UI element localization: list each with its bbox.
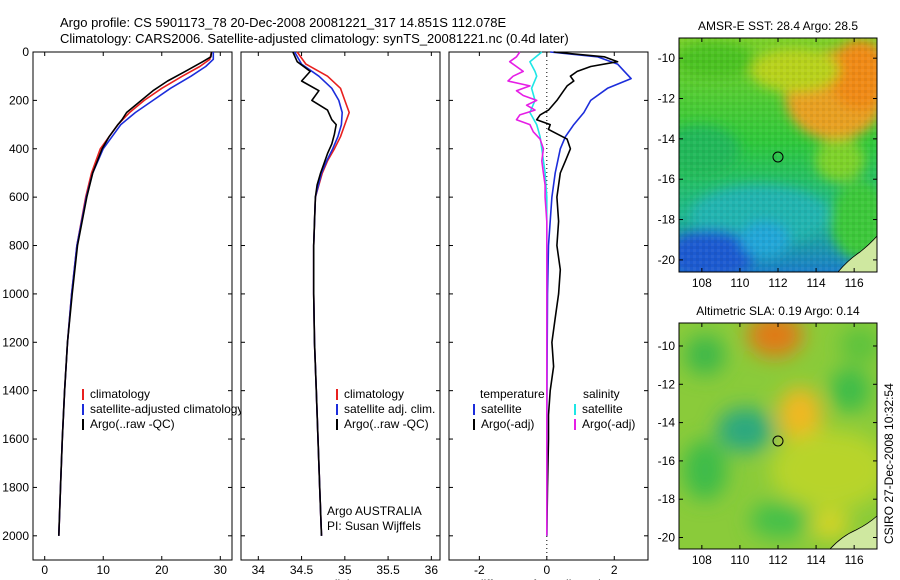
map-y-tick-label: -16 [658, 454, 676, 468]
legend-label: Argo(..raw -QC) [344, 417, 429, 431]
legend-label: Argo(-adj) [481, 417, 534, 431]
map-y-tick-label: -12 [658, 92, 676, 106]
map-x-tick-label: 110 [730, 276, 749, 290]
map-x-tick-label: 114 [807, 553, 826, 567]
y-tick-label: 600 [9, 190, 29, 204]
temperature-panel: 0 10 20 30 0 200 400 600 800 1000 1200 1400 1600 1800… [2, 45, 243, 580]
x-axis-label: temperature [100, 577, 165, 580]
sst-heatmap [679, 38, 877, 272]
map-y-tick-label: -12 [658, 377, 676, 391]
x-tick-label: -2 [474, 563, 485, 577]
sst-argo-marker [772, 151, 784, 163]
x-tick-label: 10 [97, 563, 111, 577]
footer-timestamp: CSIRO 27-Dec-2008 10:32:54 [882, 383, 896, 544]
x-tick-label: 36 [425, 563, 439, 577]
map-x-tick-label: 112 [768, 276, 787, 290]
y-tick-label: 800 [9, 239, 29, 253]
x-tick-label: 34 [252, 563, 266, 577]
map-x-tick-label: 110 [730, 553, 749, 567]
legend-label: climatology [344, 387, 404, 401]
map-y-tick-label: -14 [658, 132, 676, 146]
header-line1: Argo profile: CS 5901173_78 20-Dec-2008 … [60, 15, 507, 30]
plot-frame [32, 51, 233, 561]
map-y-tick-label: -18 [658, 492, 676, 506]
x-tick-label: 20 [155, 563, 169, 577]
map-y-tick-label: -10 [658, 339, 676, 353]
x-axis-label: difference from climatology [477, 577, 620, 580]
map-x-tick-label: 114 [807, 276, 826, 290]
difference-panel: -2 0 2difference from climatology temperatu… [448, 51, 649, 580]
legend-label: Argo(..raw -QC) [90, 417, 175, 431]
sst-map-axes: 108 110 112 114 116 -10 -12 -14 -16 -18 -20 [658, 38, 877, 290]
sst-map-title: AMSR-E SST: 28.4 Argo: 28.5 [698, 19, 858, 33]
map-x-tick-label: 116 [845, 553, 864, 567]
sla-map-title: Altimetric SLA: 0.19 Argo: 0.14 [696, 304, 860, 318]
y-tick-label: 1600 [2, 432, 29, 446]
x-tick-label: 0 [543, 563, 550, 577]
legend-title: salinity [583, 387, 620, 401]
salinity-panel: 34 34.5 35 35.5 36 salinity climatologysatelli… [240, 51, 441, 580]
sla-argo-marker [772, 435, 784, 447]
y-tick-label: 400 [9, 142, 29, 156]
legend-label: climatology [90, 387, 150, 401]
y-tick-label: 1200 [2, 335, 29, 349]
sla-map-axes: 108 110 112 114 116 -10 -12 -14 -16 -18 -20 [658, 323, 877, 567]
map-y-tick-label: -18 [658, 213, 676, 227]
map-x-tick-label: 112 [768, 553, 787, 567]
series-argo [58, 51, 213, 536]
map-y-tick-label: -10 [658, 51, 676, 65]
x-tick-label: 34.5 [290, 563, 314, 577]
map-x-tick-label: 108 [692, 276, 712, 290]
y-tick-label: 1800 [2, 480, 29, 494]
series-argo [292, 51, 338, 536]
series-temp-argo [535, 51, 619, 536]
series-temp-satellite [545, 51, 632, 536]
y-tick-label: 0 [22, 45, 29, 59]
float-info-line2: PI: Susan Wijffels [327, 519, 421, 533]
float-info-line1: Argo AUSTRALIA [327, 504, 422, 518]
map-y-tick-label: -14 [658, 416, 676, 430]
y-tick-label: 1000 [2, 287, 29, 301]
sla-heatmap [679, 323, 877, 549]
x-tick-label: 35.5 [376, 563, 400, 577]
legend-label: Argo(-adj) [582, 417, 635, 431]
header-line2: Climatology: CARS2006. Satellite-adjuste… [60, 31, 569, 46]
y-tick-label: 2000 [2, 529, 29, 543]
legend-title: temperature [480, 387, 545, 401]
y-tick-label: 1400 [2, 384, 29, 398]
map-x-tick-label: 108 [692, 553, 712, 567]
x-tick-label: 0 [41, 563, 48, 577]
legend-label: satellite [582, 402, 623, 416]
legend-label: satellite [481, 402, 522, 416]
map-y-tick-label: -20 [658, 531, 676, 545]
map-x-tick-label: 116 [845, 276, 864, 290]
series-sal-argo [507, 51, 548, 536]
legend-label: satellite adj. clim. [344, 402, 435, 416]
x-axis-label: salinity [322, 577, 359, 580]
x-tick-label: 30 [214, 563, 228, 577]
x-tick-label: 35 [338, 563, 352, 577]
map-y-tick-label: -20 [658, 253, 676, 267]
x-tick-label: 2 [611, 563, 618, 577]
legend-label: satellite-adjusted climatology [90, 402, 243, 416]
y-tick-label: 200 [9, 93, 29, 107]
map-y-tick-label: -16 [658, 172, 676, 186]
